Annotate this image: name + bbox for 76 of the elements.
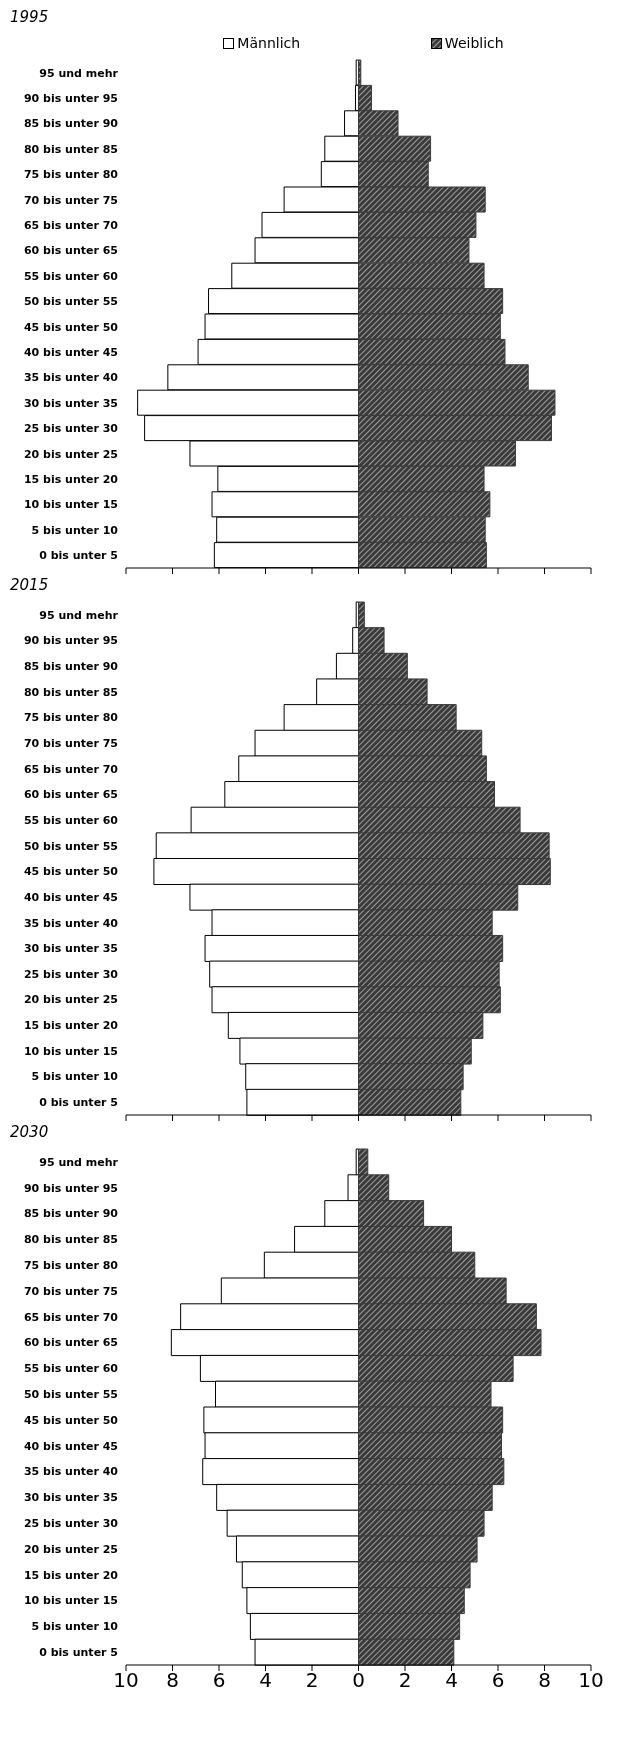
- legend-label: Weiblich: [444, 35, 504, 51]
- x-tick-label: 2: [398, 1668, 412, 1693]
- y-tick-label: 45 bis unter 50: [23, 865, 119, 879]
- x-tick-label: 2: [305, 1668, 319, 1693]
- y-tick-label: 10 bis unter 15: [23, 1044, 118, 1058]
- y-tick-label: 20 bis unter 25: [23, 993, 118, 1007]
- y-tick-label: 55 bis unter 60: [23, 1362, 119, 1376]
- y-tick-label: 5 bis unter 10: [31, 523, 119, 537]
- y-tick-label: 80 bis unter 85: [23, 685, 118, 699]
- y-tick-label: 10 bis unter 15: [23, 1594, 118, 1608]
- y-tick-label: 55 bis unter 60: [23, 269, 119, 283]
- y-tick-label: 70 bis unter 75: [23, 1284, 118, 1298]
- y-tick-label: 45 bis unter 50: [23, 320, 119, 334]
- y-tick-label: 90 bis unter 95: [23, 92, 118, 105]
- x-tick-label: 8: [166, 1668, 179, 1693]
- y-tick-label: 95 und mehr: [39, 1155, 119, 1169]
- y-tick-label: 95 und mehr: [39, 66, 119, 80]
- y-tick-label: 10 bis unter 15: [23, 498, 118, 512]
- y-tick-label: 75 bis unter 80: [23, 1259, 119, 1273]
- y-tick-label: 60 bis unter 65: [23, 1336, 118, 1350]
- y-tick-label: 30 bis unter 35: [23, 396, 118, 410]
- y-tick-label: 95 und mehr: [39, 608, 119, 622]
- y-tick-label: 60 bis unter 65: [23, 788, 118, 802]
- y-tick-label: 65 bis unter 70: [23, 762, 119, 776]
- chart-title: 2015: [9, 576, 50, 596]
- x-tick-label: 10: [578, 1668, 604, 1693]
- y-tick-label: 50 bis unter 55: [23, 839, 118, 853]
- x-tick-label: 10: [113, 1668, 139, 1693]
- y-tick-label: 40 bis unter 45: [23, 890, 118, 904]
- y-tick-label: 70 bis unter 75: [23, 736, 118, 750]
- y-tick-label: 50 bis unter 55: [23, 1388, 118, 1402]
- y-tick-label: 35 bis unter 40: [23, 916, 119, 930]
- legend-label: Männlich: [237, 35, 301, 51]
- x-tick-label: 0: [352, 1668, 365, 1693]
- x-tick-label: 4: [445, 1668, 458, 1693]
- y-tick-label: 65 bis unter 70: [23, 1310, 119, 1324]
- y-tick-label: 85 bis unter 90: [23, 117, 119, 131]
- y-tick-label: 50 bis unter 55: [23, 295, 118, 309]
- y-tick-label: 0 bis unter 5: [39, 1096, 118, 1110]
- y-tick-label: 40 bis unter 45: [23, 1439, 118, 1453]
- y-tick-label: 80 bis unter 85: [23, 142, 118, 156]
- y-tick-label: 55 bis unter 60: [23, 813, 119, 827]
- y-tick-label: 20 bis unter 25: [23, 447, 118, 461]
- y-tick-label: 15 bis unter 20: [23, 1568, 119, 1582]
- x-tick-label: 8: [538, 1668, 551, 1693]
- y-tick-label: 75 bis unter 80: [23, 168, 119, 182]
- y-tick-label: 30 bis unter 35: [23, 942, 118, 956]
- y-tick-label: 45 bis unter 50: [23, 1413, 119, 1427]
- y-tick-label: 85 bis unter 90: [23, 660, 119, 674]
- y-tick-label: 85 bis unter 90: [23, 1207, 119, 1221]
- y-tick-label: 40 bis unter 45: [23, 346, 118, 360]
- y-tick-label: 15 bis unter 20: [23, 473, 119, 487]
- y-tick-label: 35 bis unter 40: [23, 1465, 119, 1479]
- y-tick-label: 60 bis unter 65: [23, 244, 118, 258]
- x-tick-label: 6: [491, 1668, 505, 1693]
- chart-title: 2030: [9, 1123, 50, 1143]
- y-tick-label: 5 bis unter 10: [31, 1620, 119, 1634]
- x-tick-label: 6: [212, 1668, 226, 1693]
- y-tick-label: 30 bis unter 35: [23, 1491, 118, 1505]
- y-tick-label: 25 bis unter 30: [23, 422, 119, 436]
- x-tick-label: 4: [259, 1668, 272, 1693]
- y-tick-label: 35 bis unter 40: [23, 371, 119, 385]
- y-tick-label: 70 bis unter 75: [23, 193, 118, 207]
- y-tick-label: 20 bis unter 25: [23, 1542, 118, 1556]
- y-tick-label: 80 bis unter 85: [23, 1233, 118, 1247]
- y-tick-label: 25 bis unter 30: [23, 1517, 119, 1531]
- y-tick-label: 75 bis unter 80: [23, 711, 119, 725]
- y-tick-label: 0 bis unter 5: [39, 1646, 118, 1660]
- y-tick-label: 0 bis unter 5: [39, 549, 118, 563]
- y-tick-label: 5 bis unter 10: [31, 1070, 119, 1084]
- y-tick-label: 90 bis unter 95: [23, 1181, 118, 1195]
- y-tick-label: 90 bis unter 95: [23, 634, 118, 648]
- y-tick-label: 25 bis unter 30: [23, 967, 119, 981]
- chart-title: 1995: [9, 8, 50, 28]
- y-tick-label: 65 bis unter 70: [23, 219, 119, 233]
- y-tick-label: 15 bis unter 20: [23, 1019, 119, 1033]
